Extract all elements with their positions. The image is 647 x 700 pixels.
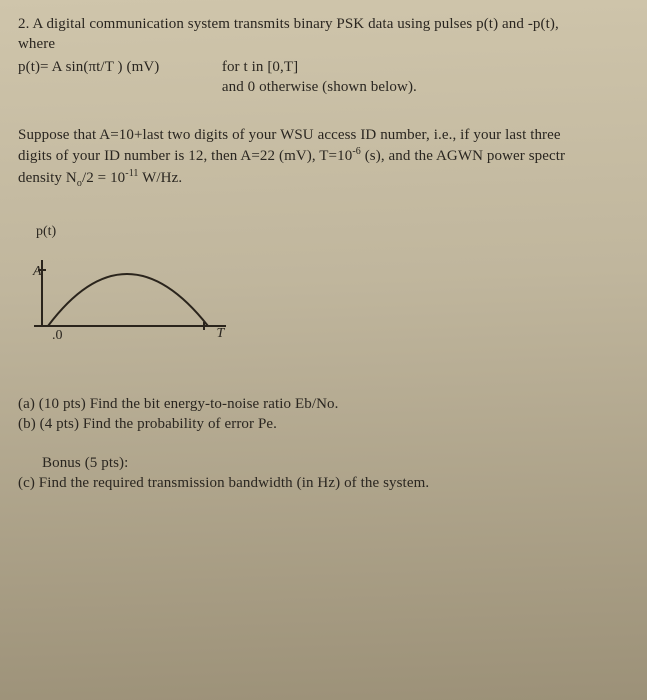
parts-list: (a) (10 pts) Find the bit energy-to-nois… xyxy=(18,394,647,435)
equation-rhs-2: and 0 otherwise (shown below). xyxy=(222,77,417,97)
figure-A-label: A xyxy=(33,264,42,279)
bonus-block: Bonus (5 pts): (c) Find the required tra… xyxy=(18,453,647,494)
para2-line-2: digits of your ID number is 12, then A=2… xyxy=(18,145,647,166)
bonus-heading: Bonus (5 pts): xyxy=(42,453,647,473)
part-c: (c) Find the required transmission bandw… xyxy=(18,473,647,493)
equation-lhs: p(t)= A sin(πt/T ) (mV) xyxy=(18,57,218,77)
sine-arc xyxy=(48,274,208,326)
part-b: (b) (4 pts) Find the probability of erro… xyxy=(18,414,647,434)
para2-l2-exp: -6 xyxy=(352,146,361,157)
paragraph-2: Suppose that A=10+last two digits of you… xyxy=(18,125,647,190)
para2-l2-post: (s), and the AGWN power spectr xyxy=(361,148,565,164)
question-where: where xyxy=(18,34,647,54)
para2-line-1: Suppose that A=10+last two digits of you… xyxy=(18,125,647,145)
para2-line-3: density No/2 = 10-11 W/Hz. xyxy=(18,167,647,191)
para2-l2-pre: digits of your ID number is 12, then A=2… xyxy=(18,148,352,164)
figure-T-label: T xyxy=(217,326,225,341)
figure-ylabel: p(t) xyxy=(36,224,647,240)
question-stmt-1: A digital communication system transmits… xyxy=(32,16,558,32)
equation-line: p(t)= A sin(πt/T ) (mV) for t in [0,T] xyxy=(18,57,647,77)
equation-line-2: and 0 otherwise (shown below). xyxy=(18,77,647,97)
question-number: 2. xyxy=(18,16,29,32)
para2-l3-post: W/Hz. xyxy=(139,170,183,186)
para2-l3-mid: /2 = 10 xyxy=(82,170,125,186)
question-line-1: 2. A digital communication system transm… xyxy=(18,14,647,34)
page: 2. A digital communication system transm… xyxy=(0,0,647,700)
figure: p(t) A .0 T xyxy=(30,224,647,366)
part-a: (a) (10 pts) Find the bit energy-to-nois… xyxy=(18,394,647,414)
para2-l3-exp: -11 xyxy=(125,168,138,179)
para2-l3-pre: density N xyxy=(18,170,77,186)
equation-rhs-1: for t in [0,T] xyxy=(222,57,298,77)
figure-zero-label: .0 xyxy=(52,328,63,343)
